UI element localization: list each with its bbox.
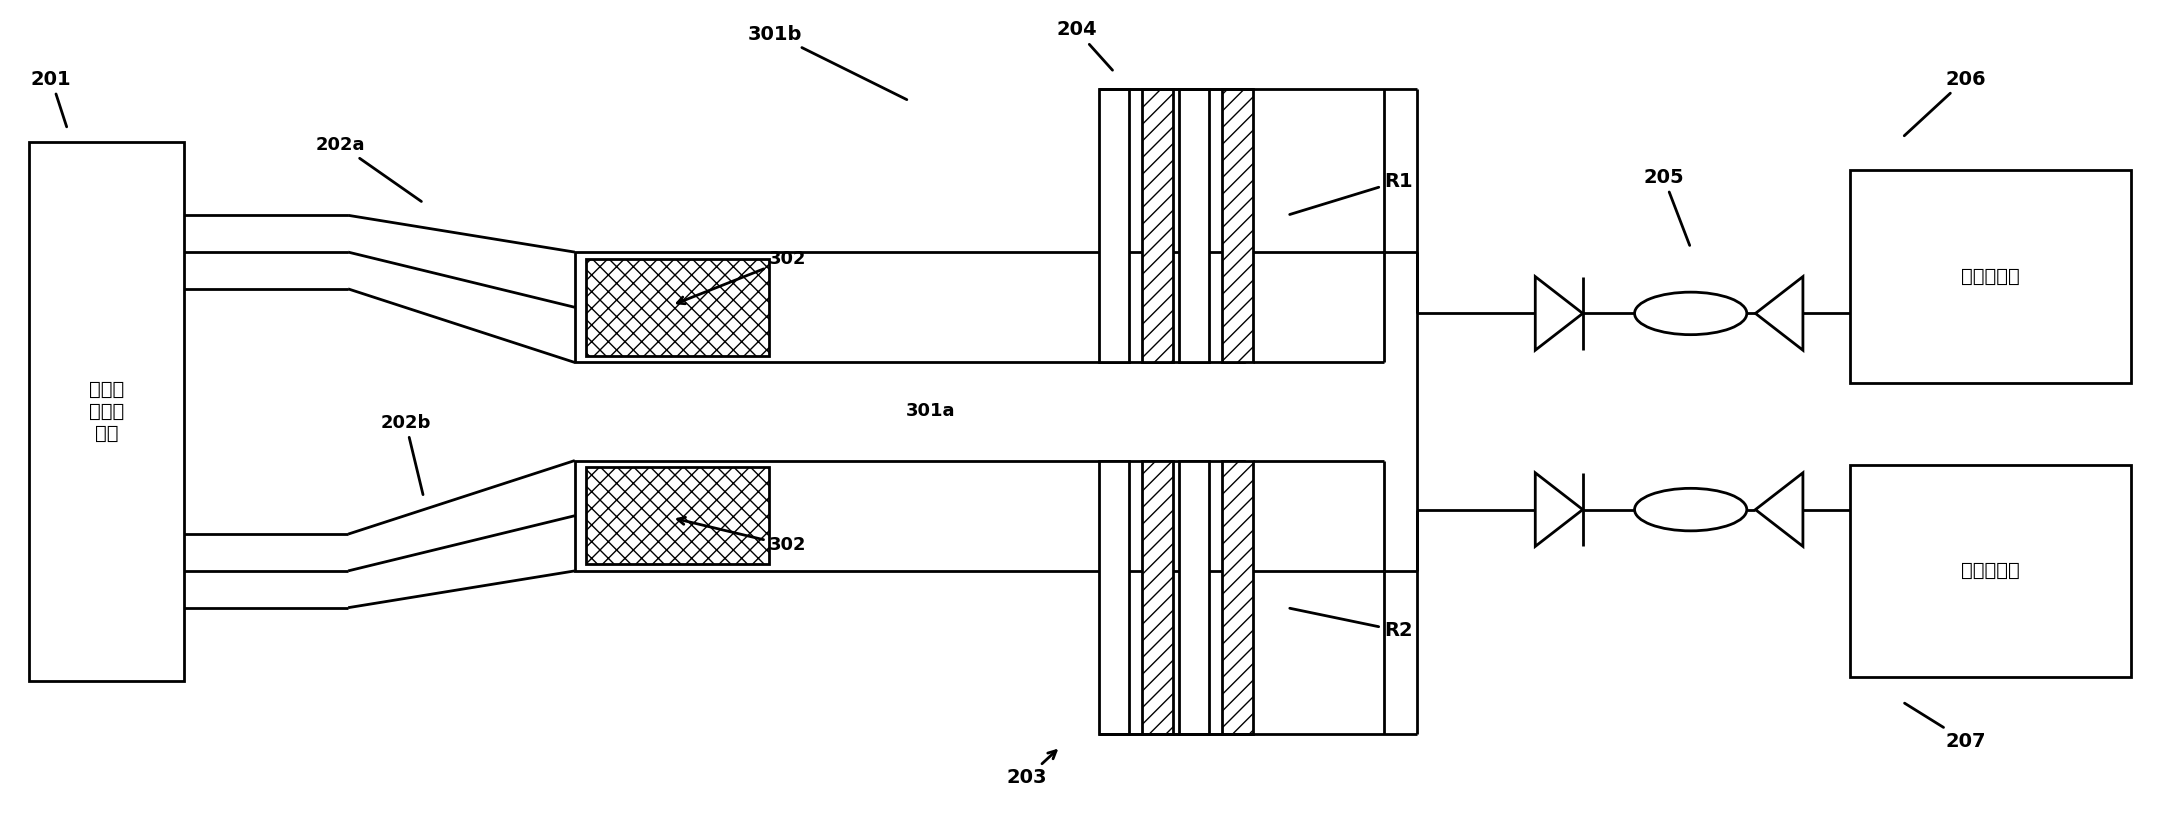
Bar xyxy=(1850,465,2132,677)
Polygon shape xyxy=(1755,472,1803,546)
Bar xyxy=(1179,89,1210,362)
Bar xyxy=(1223,461,1253,734)
Bar xyxy=(586,467,768,565)
Polygon shape xyxy=(1755,277,1803,351)
Text: 204: 204 xyxy=(1056,21,1112,70)
Text: 301a: 301a xyxy=(907,402,956,421)
Polygon shape xyxy=(1534,277,1582,351)
Text: R1: R1 xyxy=(1290,172,1413,215)
Text: 301b: 301b xyxy=(747,25,907,100)
Bar xyxy=(1099,89,1130,362)
Text: R2: R2 xyxy=(1290,608,1413,640)
Text: 302: 302 xyxy=(677,518,807,555)
Polygon shape xyxy=(1534,472,1582,546)
Circle shape xyxy=(1634,488,1746,531)
Bar xyxy=(1179,461,1210,734)
Text: 203: 203 xyxy=(1006,751,1056,788)
Bar xyxy=(1143,89,1173,362)
Bar xyxy=(576,461,1244,571)
Text: 302: 302 xyxy=(677,250,807,304)
Text: 第二示波器: 第二示波器 xyxy=(1961,561,2019,580)
Text: 第一示波器: 第一示波器 xyxy=(1961,267,2019,286)
Bar xyxy=(1099,461,1130,734)
Text: 高压陡
脉冲发
生器: 高压陡 脉冲发 生器 xyxy=(89,380,123,443)
Bar xyxy=(28,142,184,681)
Text: 206: 206 xyxy=(1904,69,1987,136)
Bar xyxy=(1223,89,1253,362)
Bar xyxy=(1143,461,1173,734)
Text: 201: 201 xyxy=(30,69,71,127)
Bar xyxy=(586,258,768,356)
Bar xyxy=(1850,170,2132,383)
Text: 202a: 202a xyxy=(316,136,422,202)
Text: 207: 207 xyxy=(1904,703,1987,751)
Text: 205: 205 xyxy=(1642,168,1690,245)
Circle shape xyxy=(1634,292,1746,335)
Bar xyxy=(576,252,1244,362)
Text: 202b: 202b xyxy=(381,414,431,495)
